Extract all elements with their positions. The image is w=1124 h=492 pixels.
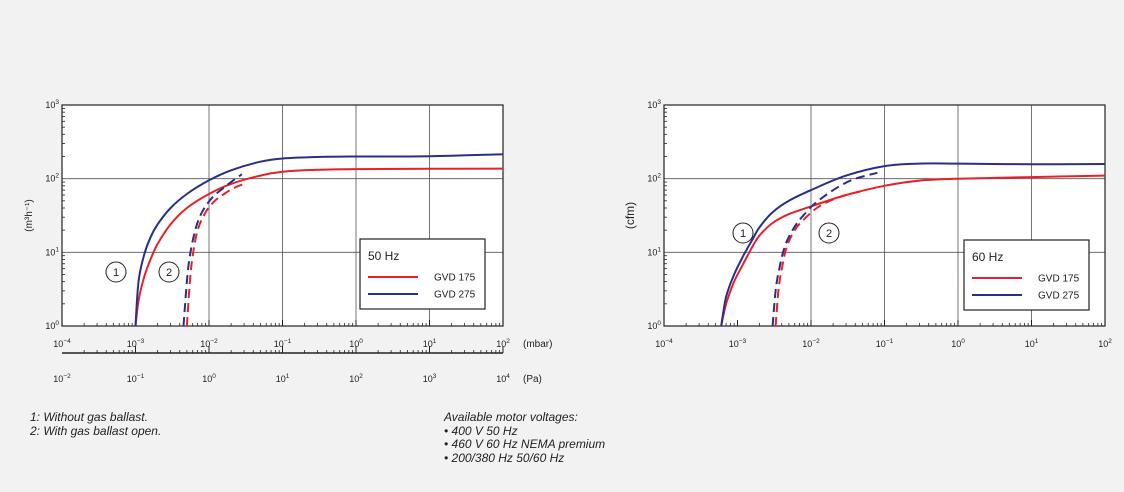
legend-entry: GVD 275 [1038,291,1080,302]
legend-entry: GVD 175 [1038,274,1080,285]
series-line-gvd-275-curve-1 [134,153,504,327]
y-tick-label: 103 [647,99,661,110]
x-tick-label: 10−1 [876,338,894,349]
curve-annotation-label: 2 [166,267,172,279]
legend-box [359,238,486,310]
curve-annotation-label: 2 [826,228,832,240]
legend-entry: GVD 275 [434,290,476,301]
series-line-gvd-275-curve-1 [720,162,1106,327]
note-line: • 200/380 Hz 50/60 Hz [444,450,565,465]
y-tick-label: 102 [45,173,59,184]
secondary-tick-label: 102 [349,373,363,384]
y-tick-label: 103 [45,99,59,110]
series-line-gvd-175-curve-1 [720,174,1106,327]
x-tick-label: 10−2 [802,338,820,349]
note-line: • 400 V 50 Hz [444,423,518,438]
curve-annotation-circle [158,261,180,283]
series-line-gvd-275-curve-2 [771,171,878,327]
secondary-tick-label: 101 [276,373,290,384]
y-tick-label: 102 [647,173,661,184]
note-line: 2: With gas ballast open. [30,423,162,438]
motor-voltage-notes: Available motor voltages: • 400 V 50 Hz … [444,410,606,465]
x-tick-label: 102 [496,338,510,349]
series-line-gvd-175-curve-1 [134,167,504,327]
secondary-tick-label: 100 [202,373,216,384]
x-tick-label: 100 [951,338,965,349]
secondary-tick-label: 103 [423,373,437,384]
x-tick-label: 10−1 [274,338,292,349]
x-tick-label: 10−4 [655,338,673,349]
legend-title: 50 Hz [368,249,399,263]
x-tick-label: 102 [1098,338,1112,349]
series-line-gvd-175-curve-2 [185,182,245,327]
x-tick-label: 10−3 [729,338,747,349]
x-tick-label: 10−3 [127,338,145,349]
note-line: • 460 V 60 Hz NEMA premium [444,437,606,451]
secondary-tick-label: 10−2 [53,373,71,384]
curve-annotation-label: 1 [113,267,119,279]
curve-annotation-circle [732,222,754,244]
ballast-notes: 1: Without gas ballast. 2: With gas ball… [30,410,162,438]
x-tick-label: 100 [349,338,363,349]
curve-annotation-circle [105,261,127,283]
pump-speed-charts: 10−4 10−3 10−2 10−1 100 101 102 103 102 101 100 (m³… [24,99,1112,385]
x-tick-label: 101 [1025,338,1039,349]
x-tick-label: 10−2 [200,338,218,349]
y-axis-label: (m³h⁻¹) [24,199,35,232]
note-line: Available motor voltages: [444,410,578,424]
series-line-gvd-275-curve-2 [182,173,243,327]
legend-entry: GVD 175 [434,273,476,284]
curve-annotation-circle [818,222,840,244]
x-axis-unit: (mbar) [523,339,552,350]
curve-annotation-label: 1 [740,228,746,240]
y-tick-label: 101 [647,246,661,257]
secondary-tick-label: 10−1 [127,373,145,384]
y-tick-label: 100 [45,320,59,331]
y-tick-label: 101 [45,246,59,257]
x-tick-label: 101 [423,338,437,349]
legend-box [963,239,1090,311]
x-tick-label: 10−4 [53,338,71,349]
series-line-gvd-175-curve-2 [774,190,863,327]
y-tick-label: 100 [647,320,661,331]
legend-title: 60 Hz [972,250,1003,264]
note-line: 1: Without gas ballast. [30,410,148,424]
y-axis-label: (cfm) [623,202,637,229]
secondary-axis-unit: (Pa) [523,374,542,385]
secondary-tick-label: 104 [496,373,510,384]
